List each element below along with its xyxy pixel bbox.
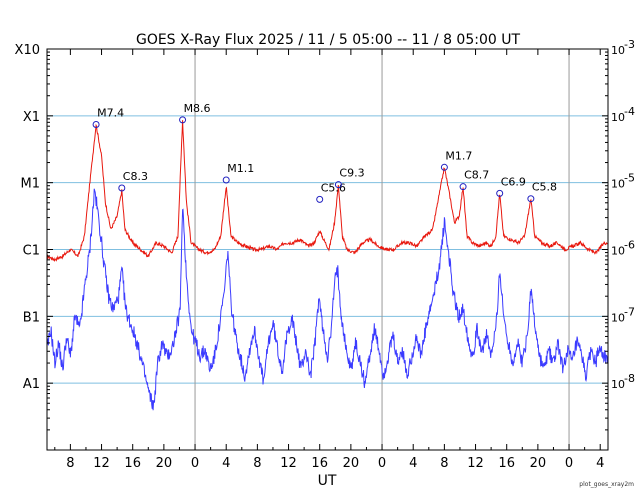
x-tick-label: 8 [440,456,448,471]
left-label-X1: X1 [23,110,40,125]
right-label-exp: -7 [624,305,635,318]
flare-label-C9.3: C9.3 [339,167,364,180]
x-tick-label: 4 [596,456,604,471]
flare-marker [222,176,230,184]
right-label-base: 10 [611,311,625,324]
flare-label-M1.7: M1.7 [445,149,472,162]
chart-title: GOES X-Ray Flux 2025 / 11 / 5 05:00 -- 1… [136,32,520,48]
flare-annotations: M7.4 C8.3 M8.6 M1.1 C5.6C9.3 M1.7 C8.7 C6.9 C5.8 [92,102,557,203]
flare-marker [440,163,448,171]
left-label-M1: M1 [21,177,41,192]
long-channel-line [46,120,608,263]
x-tick-label: 4 [409,456,417,471]
x-tick-label: 20 [156,456,173,471]
flux-series [46,120,608,411]
x-axis: 8 12 16 20 0 4 8 12 16 20 0 4 8 12 16 20 0 4 [54,49,604,471]
x-tick-label: 0 [191,456,199,471]
x-tick-label: 12 [280,456,297,471]
x-tick-label: 16 [311,456,328,471]
x-tick-label: 12 [93,456,110,471]
left-label-A1: A1 [23,377,40,392]
x-tick-label: 16 [124,456,141,471]
right-label-exp: -4 [624,105,635,118]
right-label-base: 10 [611,111,625,124]
flare-label-C8.7: C8.7 [464,169,489,182]
left-label-X10: X10 [15,43,40,58]
flare-marker [316,195,324,203]
x-tick-label: 0 [378,456,386,471]
right-label-base: 10 [611,44,625,57]
x-tick-label: 8 [253,456,261,471]
flare-marker [334,181,342,189]
x-axis-label: UT [318,473,337,489]
flare-label-C5.8: C5.8 [532,181,557,194]
right-label-base: 10 [611,178,625,191]
right-label-exp: -5 [624,172,635,185]
plot-credit: plot_goes_xray2m [579,481,634,488]
left-label-C1: C1 [23,244,40,259]
right-label-base: 10 [611,378,625,391]
flare-label-M8.6: M8.6 [184,102,211,115]
right-label-exp: -8 [624,372,635,385]
flare-label-M7.4: M7.4 [97,107,124,120]
flare-marker [179,116,187,124]
x-tick-label: 16 [498,456,515,471]
flare-marker [92,121,100,129]
flare-marker [496,189,504,197]
flare-marker [459,183,467,191]
x-tick-label: 20 [530,456,547,471]
flare-label-C5.6: C5.6 [321,181,346,194]
left-y-axis: A1 B1 C1 M1 X1 X10 [15,43,53,431]
flare-label-M1.1: M1.1 [227,162,254,175]
x-tick-label: 20 [343,456,360,471]
right-label-exp: -3 [624,38,635,51]
left-label-B1: B1 [23,310,40,325]
x-tick-label: 4 [222,456,230,471]
right-label-exp: -6 [624,239,635,252]
flare-label-C6.9: C6.9 [501,175,526,188]
right-label-base: 10 [611,245,625,258]
flare-label-C8.3: C8.3 [123,170,148,183]
x-tick-label: 12 [467,456,484,471]
right-y-axis: 10-310-410-510-610-710-8 [602,38,635,431]
short-channel-line [46,188,608,411]
flare-marker [527,195,535,203]
flare-marker [118,184,126,192]
x-tick-label: 0 [565,456,573,471]
x-tick-label: 8 [66,456,74,471]
